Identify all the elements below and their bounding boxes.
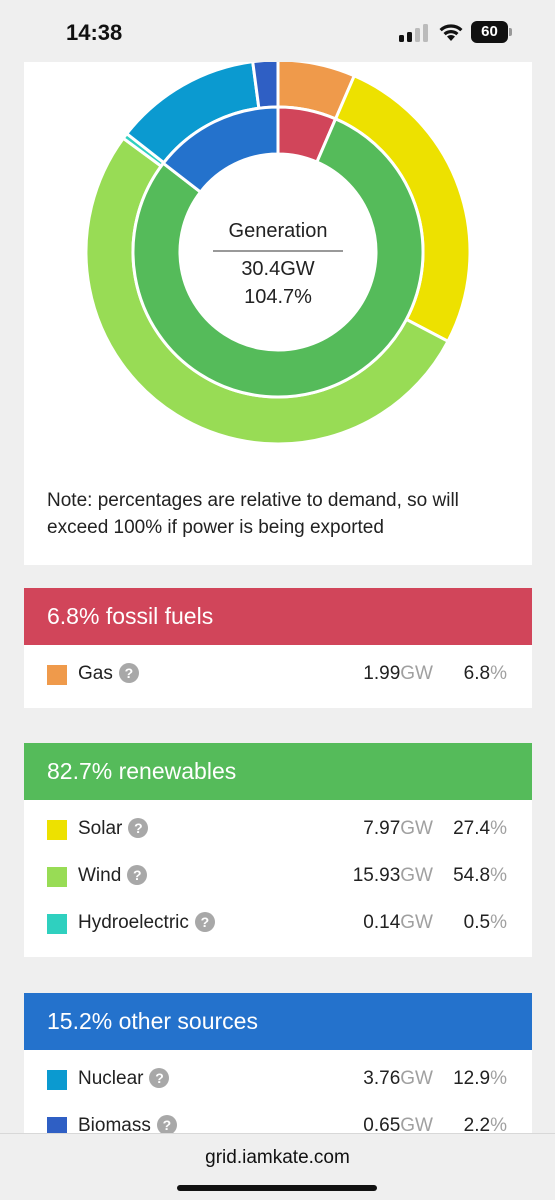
- chart-note: Note: percentages are relative to demand…: [47, 490, 459, 538]
- home-indicator[interactable]: [177, 1185, 377, 1191]
- status-bar: 14:38 60: [0, 0, 555, 62]
- hydroelectric-color-swatch: [47, 914, 67, 934]
- source-pct: 2.2%: [463, 1115, 507, 1136]
- source-row-nuclear: Nuclear? 3.76GW 12.9%: [24, 1058, 532, 1105]
- group-header-renewables: 82.7% renewables: [24, 743, 532, 800]
- source-pct: 27.4%: [453, 818, 507, 839]
- chart-center-divider: [213, 250, 343, 252]
- chart-center-title: Generation: [228, 220, 328, 242]
- wifi-icon: [439, 24, 463, 41]
- source-row-solar: Solar? 7.97GW 27.4%: [24, 808, 532, 855]
- wind-color-swatch: [47, 867, 67, 887]
- source-name: Nuclear: [78, 1068, 144, 1089]
- help-icon[interactable]: ?: [156, 1115, 177, 1135]
- solar-color-swatch: [47, 820, 67, 840]
- source-name: Solar: [78, 818, 123, 839]
- source-row-wind: Wind? 15.93GW 54.8%: [24, 855, 532, 902]
- status-time: 14:38: [66, 20, 123, 45]
- source-gw: 1.99GW: [363, 663, 433, 684]
- group-header-fossil-fuels: 6.8% fossil fuels: [24, 588, 532, 645]
- battery-icon: 60: [471, 21, 513, 43]
- source-name: Hydroelectric: [78, 912, 189, 933]
- source-name: Biomass: [78, 1115, 151, 1136]
- chart-center-gw: 30.4GW: [241, 258, 315, 280]
- generation-donut-chart: [84, 62, 472, 446]
- help-icon[interactable]: ?: [127, 865, 148, 885]
- source-pct: 6.8%: [463, 663, 507, 684]
- group-header-other-sources: 15.2% other sources: [24, 993, 532, 1050]
- cellular-signal-icon: [399, 24, 428, 42]
- inner-slice-other-sources: [161, 105, 280, 195]
- help-icon[interactable]: ?: [194, 912, 215, 932]
- source-pct: 54.8%: [453, 865, 507, 886]
- help-icon[interactable]: ?: [149, 1068, 170, 1088]
- battery-level: 60: [471, 21, 508, 43]
- source-gw: 7.97GW: [363, 818, 433, 839]
- address-url[interactable]: grid.iamkate.com: [205, 1147, 350, 1168]
- browser-address-bar[interactable]: grid.iamkate.com: [0, 1133, 555, 1200]
- source-row-gas: Gas? 1.99GW 6.8%: [24, 653, 532, 700]
- nuclear-color-swatch: [47, 1070, 67, 1090]
- source-pct: 0.5%: [463, 912, 507, 933]
- inner-slice-renewables: [131, 116, 425, 399]
- help-icon[interactable]: ?: [118, 663, 139, 683]
- gas-color-swatch: [47, 665, 67, 685]
- source-pct: 12.9%: [453, 1068, 507, 1089]
- source-name: Wind: [78, 865, 122, 886]
- source-gw: 15.93GW: [352, 865, 433, 886]
- outer-slice-biomass: [251, 62, 280, 110]
- group-other-sources: 15.2% other sources Nuclear? 3.76GW 12.9…: [24, 993, 532, 1143]
- source-row-biomass: Biomass? 0.65GW 2.2%: [24, 1105, 532, 1152]
- biomass-color-swatch: [47, 1117, 67, 1137]
- source-gw: 3.76GW: [363, 1068, 433, 1089]
- source-name: Gas: [78, 663, 113, 684]
- source-gw: 0.14GW: [363, 912, 433, 933]
- group-fossil-fuels: 6.8% fossil fuels Gas? 1.99GW 6.8%: [24, 588, 532, 708]
- generation-chart-card: Generation 30.4GW 104.7% Note: percentag…: [24, 62, 532, 565]
- help-icon[interactable]: ?: [128, 818, 149, 838]
- source-gw: 0.65GW: [363, 1115, 433, 1136]
- source-row-hydroelectric: Hydroelectric? 0.14GW 0.5%: [24, 902, 532, 949]
- chart-center-pct: 104.7%: [244, 286, 312, 308]
- group-renewables: 82.7% renewables Solar? 7.97GW 27.4% Win…: [24, 743, 532, 957]
